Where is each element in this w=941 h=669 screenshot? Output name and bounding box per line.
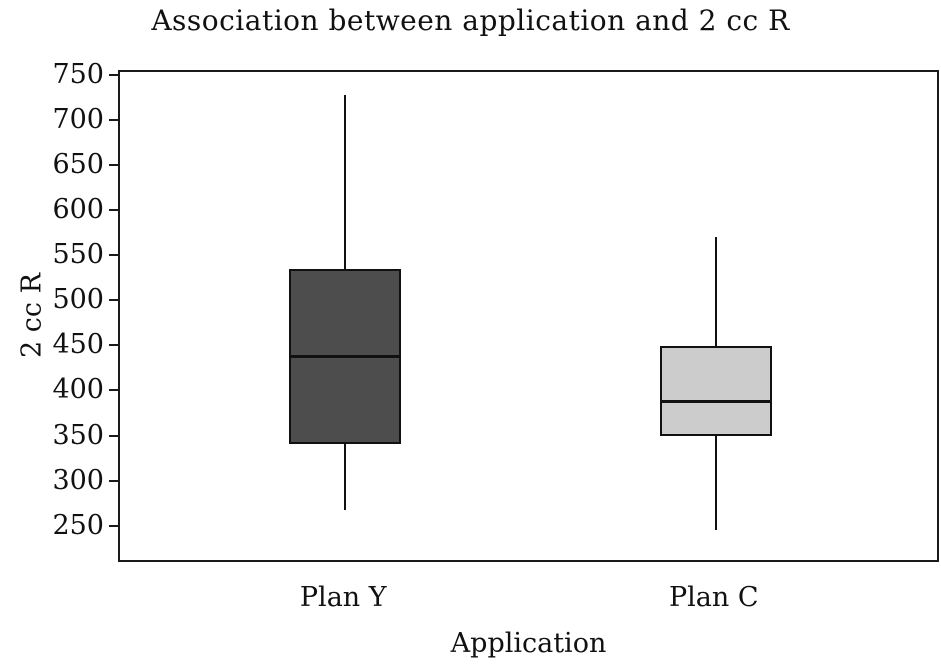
y-tick-mark	[109, 73, 118, 76]
y-tick-mark	[109, 118, 118, 121]
iqr-box-2	[659, 345, 772, 436]
x-axis-label: Application	[450, 628, 607, 659]
y-tick-label: 250	[52, 509, 104, 541]
y-tick-label: 350	[52, 419, 104, 451]
y-tick-mark	[109, 389, 118, 392]
y-tick-label: 550	[52, 239, 104, 271]
median-line	[289, 354, 402, 358]
y-tick-label: 700	[52, 103, 104, 135]
y-tick-label: 500	[52, 284, 104, 316]
median-line	[659, 400, 772, 403]
y-tick-label: 300	[52, 464, 104, 496]
y-tick-mark	[109, 254, 118, 257]
y-tick-mark	[109, 524, 118, 527]
y-tick-label: 450	[52, 329, 104, 361]
chart-title: Association between application and 2 cc…	[151, 4, 790, 37]
y-tick-mark	[109, 299, 118, 302]
y-tick-mark	[109, 479, 118, 482]
y-tick-mark	[109, 163, 118, 166]
x-tick-label: Plan C	[668, 582, 759, 613]
y-tick-label: 750	[52, 58, 104, 90]
y-tick-mark	[109, 344, 118, 347]
y-tick-mark	[109, 434, 118, 437]
y-tick-label: 400	[52, 374, 104, 406]
plot-area	[118, 70, 939, 562]
x-tick-label: Plan Y	[299, 582, 387, 613]
y-tick-label: 650	[52, 148, 104, 180]
y-tick-label: 600	[52, 193, 104, 225]
y-tick-mark	[109, 208, 118, 211]
